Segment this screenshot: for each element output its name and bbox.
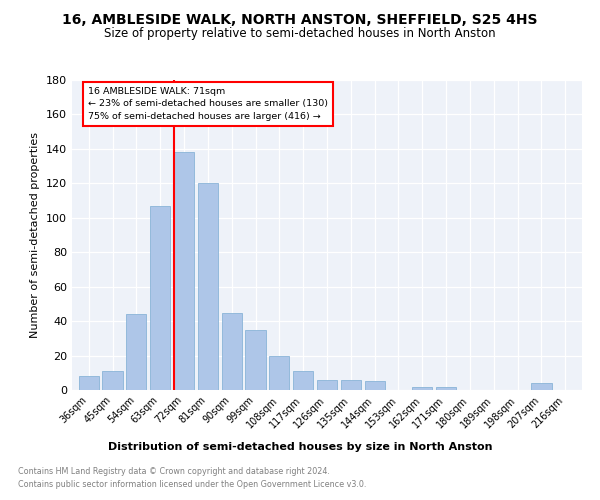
Bar <box>150 206 170 390</box>
Y-axis label: Number of semi-detached properties: Number of semi-detached properties <box>31 132 40 338</box>
Bar <box>79 376 99 390</box>
Text: Size of property relative to semi-detached houses in North Anston: Size of property relative to semi-detach… <box>104 28 496 40</box>
Bar <box>103 371 122 390</box>
Text: Contains public sector information licensed under the Open Government Licence v3: Contains public sector information licen… <box>18 480 367 489</box>
Bar <box>317 380 337 390</box>
Bar <box>126 314 146 390</box>
Bar <box>532 383 551 390</box>
Bar <box>245 330 266 390</box>
Bar <box>436 386 456 390</box>
Bar <box>341 380 361 390</box>
Bar <box>293 371 313 390</box>
Bar <box>269 356 289 390</box>
Bar <box>365 382 385 390</box>
Text: 16, AMBLESIDE WALK, NORTH ANSTON, SHEFFIELD, S25 4HS: 16, AMBLESIDE WALK, NORTH ANSTON, SHEFFI… <box>62 12 538 26</box>
Bar <box>174 152 194 390</box>
Text: Distribution of semi-detached houses by size in North Anston: Distribution of semi-detached houses by … <box>108 442 492 452</box>
Bar <box>198 184 218 390</box>
Bar <box>412 386 433 390</box>
Text: 16 AMBLESIDE WALK: 71sqm
← 23% of semi-detached houses are smaller (130)
75% of : 16 AMBLESIDE WALK: 71sqm ← 23% of semi-d… <box>88 87 328 121</box>
Text: Contains HM Land Registry data © Crown copyright and database right 2024.: Contains HM Land Registry data © Crown c… <box>18 467 330 476</box>
Bar <box>221 312 242 390</box>
